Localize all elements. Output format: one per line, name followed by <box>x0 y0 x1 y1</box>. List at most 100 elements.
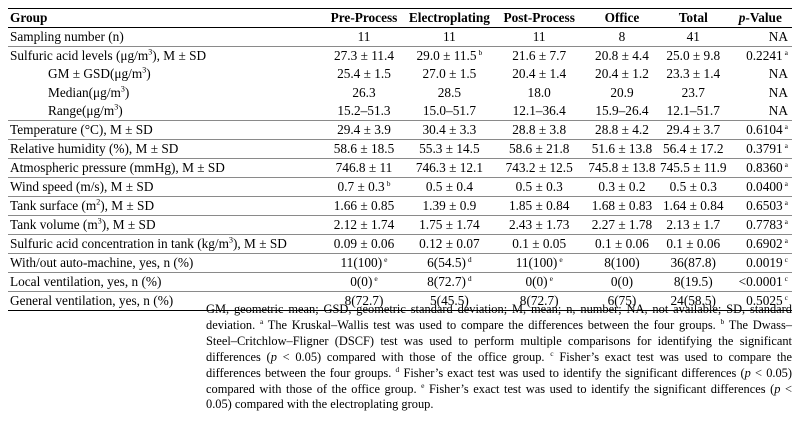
cell-p-value: 0.6503 a <box>728 196 792 216</box>
row-label: Temperature (°C), M ± SD <box>8 120 322 140</box>
header-pre-process: Pre-Process <box>321 8 407 28</box>
cell-total: 36(87.8) <box>657 253 729 273</box>
cell-electroplating-value: 746.3 ± 12.1 <box>415 160 483 176</box>
cell-post-process-value: 8(72.7) <box>519 293 559 309</box>
cell-total: 0.1 ± 0.06 <box>657 234 729 254</box>
row-label-unit-exponent: 3 <box>114 102 119 112</box>
cell-pre-process: 2.12 ± 1.74 <box>321 215 407 235</box>
cell-p-value-number: 0.0400 <box>746 179 783 195</box>
row-label-text: Sampling number (n) <box>10 29 124 44</box>
header-group: Group <box>8 8 322 28</box>
cell-pre-process-value: 0.7 ± 0.3 <box>337 179 385 195</box>
cell-office-value: 0(0) <box>610 274 634 290</box>
footnote-d-part2: < 0.05) compared with those of the offic… <box>206 365 793 396</box>
cell-office-value: 8 <box>618 29 626 44</box>
cell-total-value: 1.64 ± 0.84 <box>663 198 724 214</box>
cell-electroplating: 1.75 ± 1.74 <box>406 215 493 235</box>
cell-p-value-number: 0.7783 <box>746 217 783 233</box>
table-row: GM ± GSD(μg/m3) 25.4 ± 1.5 27.0 ± 1.5 20.4 … <box>8 65 792 84</box>
cell-p-value: NA <box>729 65 792 84</box>
footnote-b-part2: < 0.05) compared with those of the offic… <box>276 349 545 364</box>
cell-post-process-value: 743.2 ± 12.5 <box>505 160 573 176</box>
row-label-unit-exponent: 3 <box>120 84 125 94</box>
footnote-e-part2: < 0.05) compared with the electroplating… <box>206 381 793 412</box>
row-label-unit-exponent: 3 <box>228 235 233 245</box>
cell-pre-process-value: 0(0) <box>350 274 373 290</box>
cell-electroplating: 5(45.5) <box>406 291 493 312</box>
footnote-text: GM, geometric mean; GSD, geometric stand… <box>206 302 792 413</box>
footnote-a-mark: a <box>259 316 264 326</box>
cell-post-process-value: 58.6 ± 21.8 <box>508 141 570 157</box>
row-label-text: Wind speed (m/s), M ± SD <box>10 179 154 195</box>
cell-p-value: NA <box>728 27 792 47</box>
cell-office-value: 15.9–26.4 <box>595 103 649 119</box>
footnote-b-part1: The Dwass–Steel–Critchlow–Fligner (DSCF)… <box>206 317 792 364</box>
cell-p-value-number: NA <box>768 84 788 100</box>
cell-electroplating-value: 15.0–51.7 <box>422 103 476 119</box>
row-label-unit-exponent: 2 <box>96 197 101 207</box>
row-label-suffix: ) <box>124 84 130 100</box>
row-label-text: Range(μg/m <box>48 103 115 119</box>
header-total: Total <box>657 8 729 28</box>
cell-p-value-footnote-mark: a <box>784 178 788 188</box>
cell-post-process-value: 21.6 ± 7.7 <box>512 48 567 64</box>
cell-pre-process: 26.3 <box>322 84 407 103</box>
cell-pre-process: 0(0) e <box>321 272 407 292</box>
cell-office-value: 0.1 ± 0.06 <box>595 236 649 252</box>
row-label-text: Tank volume (m <box>10 217 98 233</box>
footnote-d-p: p <box>744 365 751 380</box>
cell-total: 12.1–51.7 <box>658 102 729 121</box>
cell-electroplating: 55.3 ± 14.5 <box>406 139 493 159</box>
row-label: Median(μg/m3) <box>8 84 322 103</box>
cell-electroplating: 0.5 ± 0.4 <box>406 177 493 197</box>
cell-p-value-number: 0.2241 <box>746 48 783 64</box>
table-row: Sulfuric acid levels (μg/m3), M ± SD 27.3… <box>8 46 792 66</box>
cell-total-value: 36(87.8) <box>670 255 716 271</box>
row-label-text: Local ventilation, yes, n (%) <box>10 274 162 290</box>
cell-post-process-value: 11(100) <box>515 255 558 271</box>
cell-electroplating: 29.0 ± 11.5 b <box>406 46 493 66</box>
cell-office-value: 1.68 ± 0.83 <box>591 198 653 214</box>
header-office: Office <box>586 8 658 28</box>
cell-total: 29.4 ± 3.7 <box>657 120 729 140</box>
cell-post-process: 20.4 ± 1.4 <box>492 65 586 84</box>
cell-electroplating-value: 55.3 ± 14.5 <box>419 141 480 157</box>
cell-office: 6(75) <box>586 291 658 312</box>
row-label-text: Sulfuric acid levels (μg/m <box>10 48 149 64</box>
cell-p-value-number: NA <box>768 29 788 44</box>
cell-p-value-footnote-mark: c <box>784 292 788 302</box>
row-label: Sulfuric acid concentration in tank (kg/… <box>8 234 322 254</box>
cell-post-process-value: 11 <box>532 29 546 44</box>
cell-post-process: 58.6 ± 21.8 <box>492 139 586 159</box>
cell-p-value-footnote-mark: a <box>784 159 788 169</box>
cell-post-process-value: 12.1–36.4 <box>512 103 566 119</box>
cell-office-value: 2.27 ± 1.78 <box>591 217 653 233</box>
cell-pre-process-value: 25.4 ± 1.5 <box>337 66 391 82</box>
header-electroplating: Electroplating <box>406 8 493 28</box>
cell-office: 8 <box>586 27 658 47</box>
cell-office: 745.8 ± 13.8 <box>586 158 658 178</box>
footnote-b-mark: b <box>720 316 725 326</box>
cell-p-value-number: 0.3791 <box>746 141 783 157</box>
cell-total: 25.0 ± 9.8 <box>657 46 729 66</box>
cell-p-value: 0.7783 a <box>728 215 792 235</box>
cell-total-value: 0.5 ± 0.3 <box>669 179 717 195</box>
cell-post-process-value: 18.0 <box>527 84 551 100</box>
row-label-text: Sulfuric acid concentration in tank (kg/… <box>10 236 229 252</box>
cell-electroplating-value: 6(54.5) <box>427 255 466 271</box>
cell-pre-process: 746.8 ± 11 <box>321 158 407 178</box>
cell-pre-process-value: 27.3 ± 11.4 <box>333 48 394 64</box>
cell-total-value: 41 <box>686 29 700 44</box>
cell-post-process-value: 2.43 ± 1.73 <box>508 217 570 233</box>
cell-electroplating-value: 0.12 ± 0.07 <box>419 236 480 252</box>
row-label-suffix: ) <box>118 103 123 119</box>
cell-p-value-number: NA <box>768 103 788 119</box>
row-label-text: Relative humidity (%), M ± SD <box>10 141 179 157</box>
cell-p-value: 0.2241 a <box>728 46 792 66</box>
cell-pre-process-value: 8(72.7) <box>344 293 384 309</box>
cell-p-value-footnote-mark: c <box>784 273 788 283</box>
cell-office-value: 51.6 ± 13.8 <box>591 141 653 157</box>
cell-pre-process-value: 15.2–51.3 <box>337 103 391 119</box>
cell-office-value: 745.8 ± 13.8 <box>588 160 656 176</box>
cell-total-value: 23.3 ± 1.4 <box>666 66 721 82</box>
